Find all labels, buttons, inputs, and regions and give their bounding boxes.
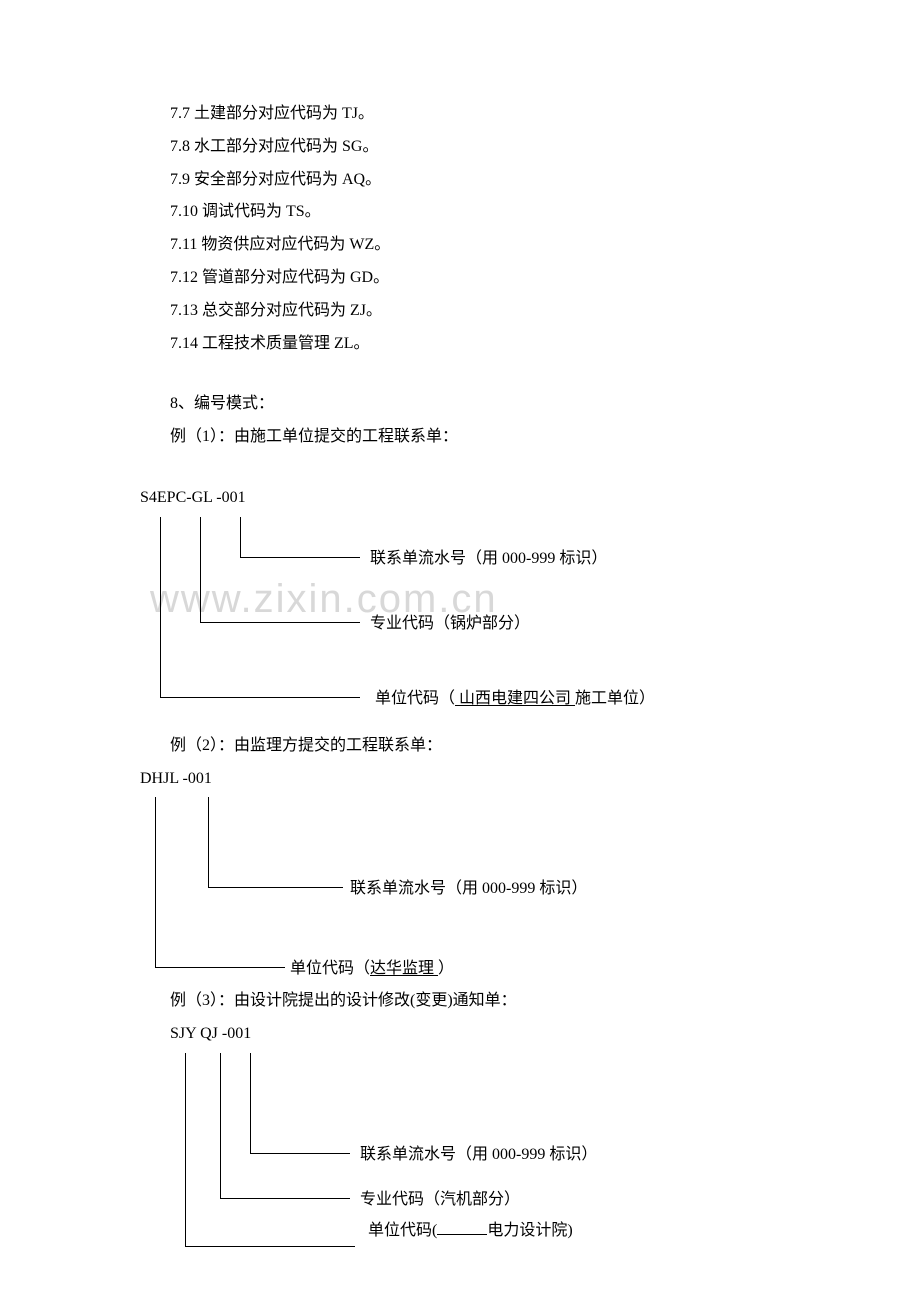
example-2-diagram: 联系单流水号（用 000-999 标识） 单位代码（达华监理 ） (130, 797, 790, 972)
example-1-diagram: 联系单流水号（用 000-999 标识） 专业代码（锅炉部分） 单位代码（ 山西… (130, 517, 790, 717)
item-7-12: 7.12 管道部分对应代码为 GD。 (130, 264, 790, 293)
ex2-label-2: 单位代码（达华监理 ） (290, 955, 454, 984)
example-1-code: S4EPC-GL -001 (130, 484, 790, 513)
item-7-13: 7.13 总交部分对应代码为 ZJ。 (130, 297, 790, 326)
item-7-7: 7.7 土建部分对应代码为 TJ。 (130, 100, 790, 129)
ex3-label-2: 专业代码（汽机部分） (360, 1186, 520, 1215)
item-7-8: 7.8 水工部分对应代码为 SG。 (130, 133, 790, 162)
document-content: 7.7 土建部分对应代码为 TJ。 7.8 水工部分对应代码为 SG。 7.9 … (130, 100, 790, 1248)
item-7-9: 7.9 安全部分对应代码为 AQ。 (130, 166, 790, 195)
example-3-code: SJY QJ -001 (130, 1020, 790, 1049)
ex1-label-2: 专业代码（锅炉部分） (370, 610, 530, 639)
example-2-code: DHJL -001 (130, 765, 790, 794)
ex1-label-3: 单位代码（ 山西电建四公司 施工单位） (375, 685, 655, 714)
item-7-10: 7.10 调试代码为 TS。 (130, 198, 790, 227)
item-7-11: 7.11 物资供应对应代码为 WZ。 (130, 231, 790, 260)
ex1-label-1: 联系单流水号（用 000-999 标识） (370, 545, 607, 574)
ex2-label-1: 联系单流水号（用 000-999 标识） (350, 875, 587, 904)
example-2-title: 例（2）：由监理方提交的工程联系单： (130, 732, 790, 761)
item-7-14: 7.14 工程技术质量管理 ZL。 (130, 330, 790, 359)
example-3-diagram: 联系单流水号（用 000-999 标识） 专业代码（汽机部分） 单位代码(电力设… (130, 1053, 790, 1248)
example-1-title: 例（1）：由施工单位提交的工程联系单： (130, 423, 790, 452)
ex3-label-3: 单位代码(电力设计院) (368, 1217, 573, 1246)
section-8-title: 8、编号模式： (130, 390, 790, 419)
ex3-label-1: 联系单流水号（用 000-999 标识） (360, 1141, 597, 1170)
example-3-title: 例（3）：由设计院提出的设计修改(变更)通知单： (130, 987, 790, 1016)
